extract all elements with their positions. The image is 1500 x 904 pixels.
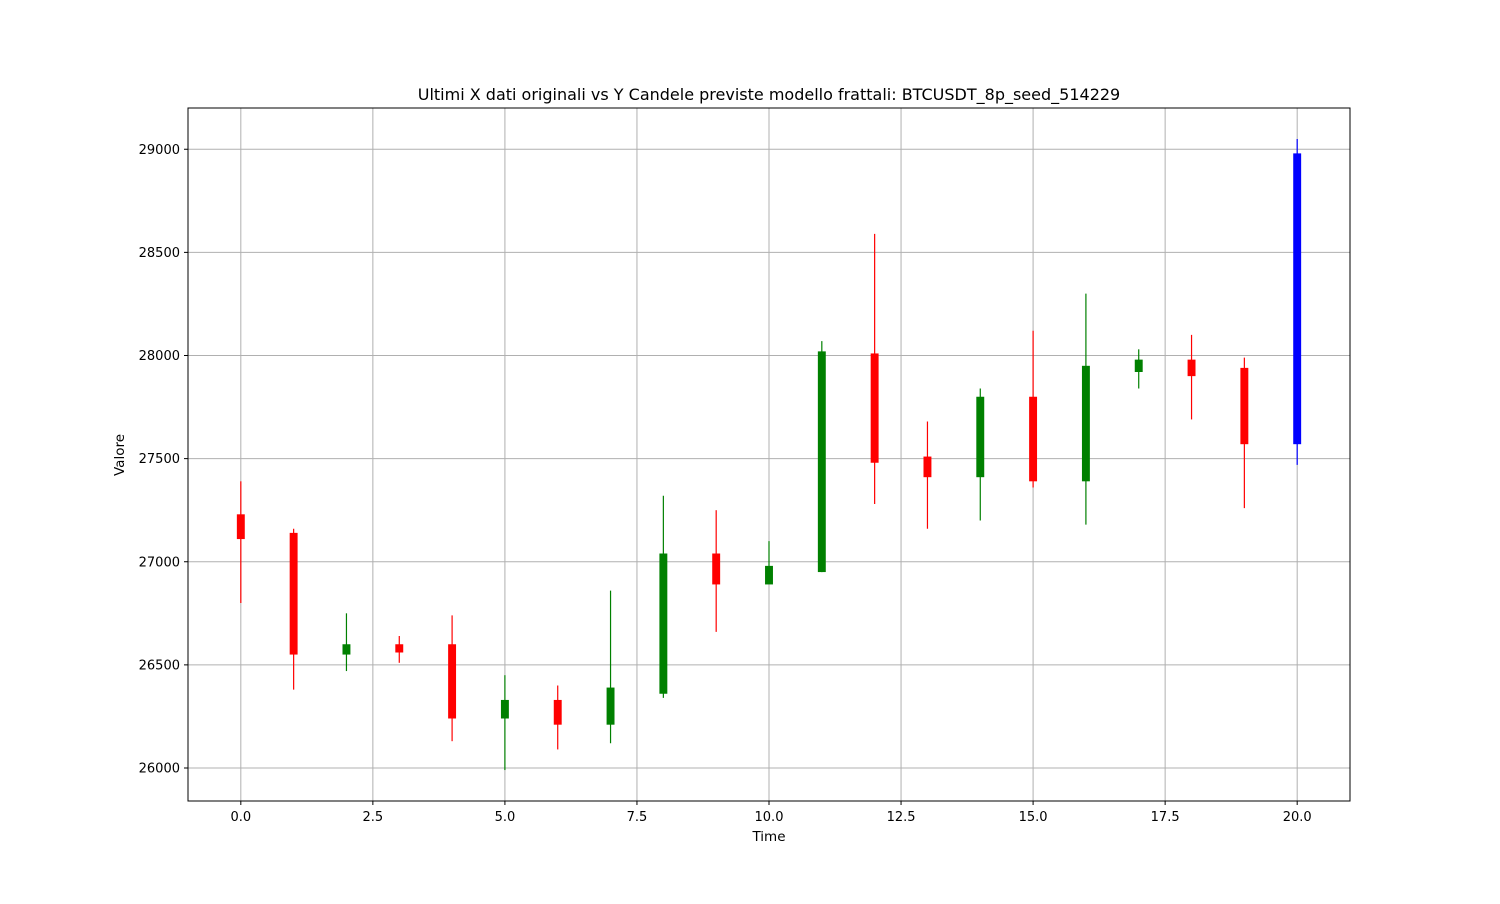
candle (1187, 334, 1196, 420)
candle (923, 421, 932, 529)
y-tick-label: 29000 (139, 143, 180, 158)
candle-body (765, 565, 773, 585)
candle (1081, 293, 1090, 525)
candle (500, 675, 509, 771)
candle-body (395, 644, 404, 653)
candle (976, 388, 985, 521)
candle-body (289, 532, 298, 655)
y-axis-label: Valore (112, 434, 128, 476)
candle (395, 636, 404, 663)
candle-body (923, 456, 932, 478)
y-axis-ticks: 26000 26500 27000 27500 28000 28500 29000 (139, 143, 188, 777)
candle (289, 528, 298, 690)
x-tick-label: 20.0 (1283, 810, 1312, 825)
chart-title: Ultimi X dati originali vs Y Candele pre… (418, 85, 1120, 105)
candle-body (500, 699, 509, 719)
candle-body (342, 644, 351, 655)
x-tick-label: 7.5 (627, 810, 648, 825)
x-axis-ticks: 0.0 2.5 5.0 7.5 10.0 12.5 15.0 17.5 20.0 (230, 801, 1312, 825)
candle-body (870, 353, 879, 463)
x-axis-label: Time (751, 829, 785, 845)
x-tick-label: 12.5 (887, 810, 916, 825)
candle (659, 495, 668, 698)
grid (188, 108, 1350, 801)
x-tick-label: 0.0 (230, 810, 251, 825)
x-tick-label: 2.5 (363, 810, 384, 825)
candle (765, 541, 773, 585)
candle (1240, 357, 1249, 509)
candle-body (1240, 367, 1249, 445)
candle (448, 615, 457, 742)
y-tick-label: 28000 (139, 349, 180, 364)
candle (606, 590, 615, 744)
candle (236, 481, 245, 603)
y-tick-label: 26000 (139, 762, 180, 777)
candle-body (817, 351, 826, 573)
candle-body (1293, 153, 1302, 445)
candle-body (659, 553, 668, 694)
candle (712, 510, 721, 632)
x-tick-label: 10.0 (755, 810, 784, 825)
candles (236, 138, 1302, 771)
candle-body (1187, 359, 1196, 377)
candle (1134, 349, 1143, 389)
candle-body (553, 699, 562, 725)
candle-body (1029, 396, 1038, 482)
candle-body (236, 514, 245, 540)
candle (342, 613, 351, 672)
x-tick-label: 17.5 (1151, 810, 1180, 825)
x-tick-label: 15.0 (1019, 810, 1048, 825)
candle-body (1134, 359, 1143, 372)
candle (817, 341, 826, 573)
y-tick-label: 26500 (139, 658, 180, 673)
candle (1293, 138, 1302, 465)
candle-body (448, 644, 457, 719)
candle-body (606, 687, 615, 725)
candle-body (1081, 365, 1090, 482)
candle-body (976, 396, 985, 478)
candle-body (712, 553, 721, 585)
candle (1029, 330, 1038, 488)
candle (553, 685, 562, 750)
candle (870, 233, 879, 504)
y-tick-label: 28500 (139, 246, 180, 261)
x-tick-label: 5.0 (495, 810, 516, 825)
y-tick-label: 27500 (139, 452, 180, 467)
y-tick-label: 27000 (139, 555, 180, 570)
